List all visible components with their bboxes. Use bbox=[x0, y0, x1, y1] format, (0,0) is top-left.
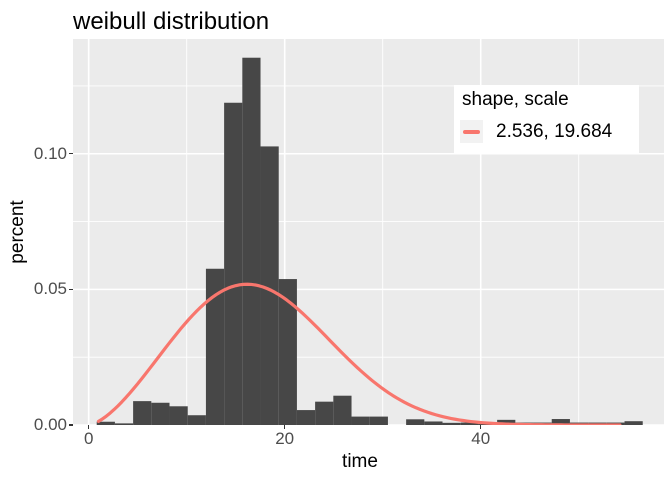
x-tick-label: 40 bbox=[471, 429, 491, 448]
x-tick-mark bbox=[283, 425, 286, 429]
y-tick-mark bbox=[69, 424, 73, 426]
histogram-bar bbox=[442, 422, 461, 425]
histogram-bar bbox=[278, 279, 297, 425]
histogram-bar bbox=[333, 395, 352, 425]
legend-key bbox=[460, 120, 483, 143]
histogram-bar bbox=[497, 419, 516, 425]
y-tick-label: 0.05 bbox=[33, 279, 67, 299]
histogram-bar bbox=[351, 416, 370, 425]
legend-entry-label: 2.536, 19.684 bbox=[496, 120, 613, 142]
histogram-bar bbox=[369, 416, 388, 425]
x-tick-label: 0 bbox=[83, 429, 94, 448]
y-tick-label: 0.10 bbox=[33, 143, 67, 163]
histogram-bar bbox=[624, 421, 643, 425]
y-tick-mark bbox=[69, 152, 73, 155]
histogram-bar bbox=[151, 402, 170, 425]
histogram-bar bbox=[260, 146, 279, 425]
y-tick-label: 0.00 bbox=[33, 415, 67, 434]
histogram-bar bbox=[169, 406, 188, 425]
histogram-bar bbox=[551, 419, 570, 425]
density-curve bbox=[96, 282, 622, 425]
x-tick-mark bbox=[479, 425, 482, 429]
histogram-bar bbox=[133, 401, 152, 425]
histogram-bar bbox=[460, 422, 479, 425]
histogram-bar bbox=[406, 419, 425, 425]
histogram-bar bbox=[424, 421, 443, 425]
x-tick-label: 20 bbox=[275, 429, 295, 448]
histogram-bar bbox=[315, 401, 334, 425]
y-tick-mark bbox=[69, 288, 73, 291]
x-axis-title: time bbox=[342, 451, 378, 472]
histogram-bar bbox=[296, 410, 316, 425]
histogram-bar bbox=[205, 268, 225, 425]
histogram-bar bbox=[224, 102, 243, 425]
histogram-bar bbox=[242, 57, 261, 425]
x-tick-mark bbox=[87, 425, 90, 429]
histogram-bar bbox=[96, 421, 115, 425]
plot-title: weibull distribution bbox=[73, 8, 270, 35]
legend-entry: 2.536, 19.684 bbox=[460, 120, 612, 143]
legend-key-line-icon bbox=[463, 129, 480, 134]
y-axis-title: percent bbox=[7, 200, 28, 264]
legend-title: shape, scale bbox=[462, 89, 569, 110]
histogram-bar bbox=[114, 423, 134, 425]
legend: shape, scale 2.536, 19.684 bbox=[454, 85, 639, 154]
histogram-bar bbox=[187, 415, 206, 425]
